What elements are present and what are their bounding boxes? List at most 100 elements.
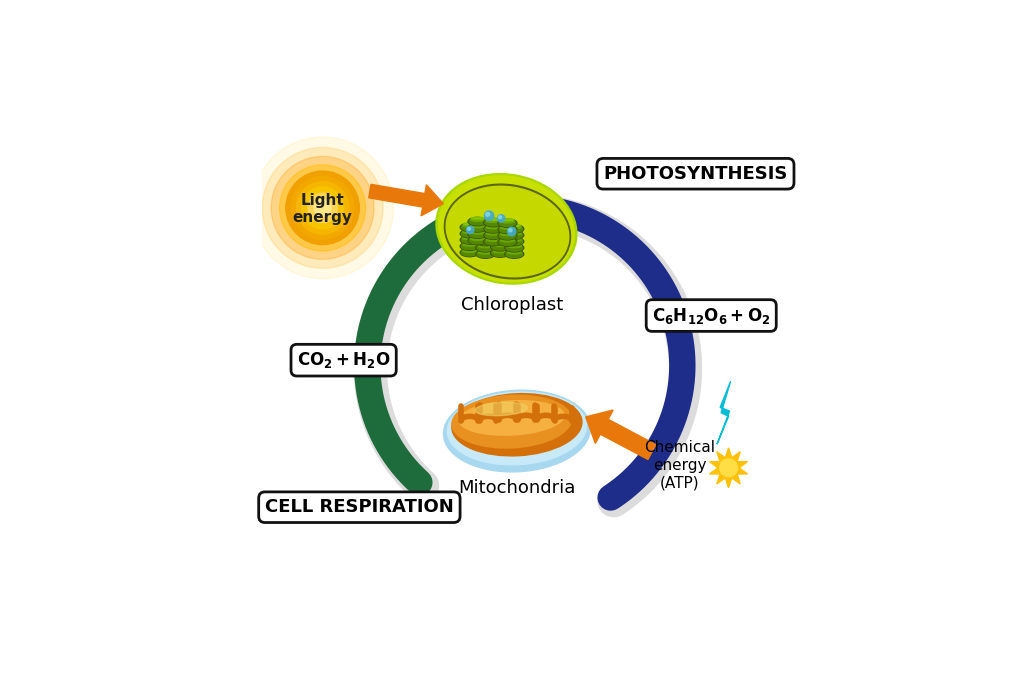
Ellipse shape (479, 243, 492, 246)
Text: CELL RESPIRATION: CELL RESPIRATION (265, 499, 454, 516)
Circle shape (280, 165, 366, 251)
Ellipse shape (508, 251, 521, 254)
Ellipse shape (494, 243, 507, 247)
Ellipse shape (463, 248, 476, 250)
Ellipse shape (479, 250, 492, 252)
Circle shape (286, 171, 359, 245)
Circle shape (252, 137, 393, 279)
Ellipse shape (485, 226, 502, 233)
Circle shape (291, 177, 354, 239)
Ellipse shape (471, 237, 484, 240)
Ellipse shape (506, 251, 522, 258)
Ellipse shape (501, 219, 514, 221)
Ellipse shape (487, 224, 500, 226)
Ellipse shape (508, 232, 521, 235)
Ellipse shape (469, 231, 486, 237)
Ellipse shape (483, 218, 503, 227)
Ellipse shape (460, 236, 479, 244)
Ellipse shape (501, 225, 514, 227)
Ellipse shape (436, 174, 577, 284)
Ellipse shape (469, 237, 486, 244)
Ellipse shape (476, 224, 495, 233)
Circle shape (499, 216, 502, 219)
Text: Light
energy: Light energy (293, 193, 352, 225)
Ellipse shape (508, 237, 520, 239)
Ellipse shape (494, 236, 507, 238)
Ellipse shape (476, 250, 495, 258)
Ellipse shape (452, 395, 571, 448)
Circle shape (485, 212, 489, 216)
Ellipse shape (486, 226, 500, 228)
Ellipse shape (494, 250, 507, 253)
Ellipse shape (477, 232, 494, 239)
Ellipse shape (443, 390, 591, 472)
Ellipse shape (508, 238, 521, 241)
Ellipse shape (483, 224, 503, 233)
Ellipse shape (501, 239, 514, 242)
Ellipse shape (469, 224, 486, 231)
Ellipse shape (487, 237, 500, 239)
Ellipse shape (461, 231, 478, 237)
Ellipse shape (463, 243, 476, 246)
Text: PHOTOSYNTHESIS: PHOTOSYNTHESIS (603, 165, 787, 183)
Circle shape (296, 181, 349, 234)
Circle shape (509, 228, 512, 232)
Text: Chemical
energy
(ATP): Chemical energy (ATP) (644, 441, 715, 490)
Ellipse shape (498, 238, 517, 246)
Ellipse shape (508, 226, 521, 228)
Ellipse shape (485, 232, 502, 239)
Text: Mitochondria: Mitochondria (458, 479, 575, 496)
Circle shape (468, 227, 471, 231)
Ellipse shape (476, 231, 495, 239)
Ellipse shape (494, 224, 507, 228)
Ellipse shape (463, 229, 476, 231)
Ellipse shape (499, 239, 516, 246)
Ellipse shape (478, 226, 493, 228)
Ellipse shape (508, 231, 520, 233)
Ellipse shape (463, 249, 476, 252)
Ellipse shape (506, 226, 522, 233)
Ellipse shape (506, 232, 522, 239)
Ellipse shape (486, 238, 500, 241)
Ellipse shape (486, 220, 500, 222)
Ellipse shape (461, 243, 478, 250)
Ellipse shape (468, 224, 487, 232)
Ellipse shape (501, 237, 514, 239)
Polygon shape (710, 448, 748, 488)
Ellipse shape (492, 224, 509, 231)
Ellipse shape (499, 220, 516, 226)
Ellipse shape (478, 232, 493, 235)
Ellipse shape (490, 224, 510, 232)
Ellipse shape (508, 245, 521, 248)
Ellipse shape (490, 236, 510, 245)
Ellipse shape (471, 224, 483, 226)
Ellipse shape (477, 251, 494, 258)
Ellipse shape (468, 236, 487, 245)
Ellipse shape (469, 218, 486, 225)
Ellipse shape (463, 223, 476, 225)
Ellipse shape (499, 233, 516, 239)
Ellipse shape (485, 219, 502, 226)
Ellipse shape (490, 243, 510, 251)
Ellipse shape (476, 237, 495, 246)
Ellipse shape (494, 230, 507, 232)
Ellipse shape (463, 231, 476, 233)
Ellipse shape (468, 230, 487, 238)
Ellipse shape (505, 237, 523, 246)
Ellipse shape (494, 224, 507, 226)
Ellipse shape (452, 394, 582, 456)
Circle shape (720, 459, 737, 477)
Ellipse shape (485, 238, 502, 245)
Ellipse shape (501, 233, 514, 235)
Ellipse shape (471, 224, 484, 228)
Ellipse shape (494, 237, 507, 240)
Ellipse shape (471, 230, 483, 232)
Text: Chloroplast: Chloroplast (461, 296, 563, 314)
Ellipse shape (492, 231, 509, 237)
Ellipse shape (460, 223, 479, 231)
Circle shape (308, 193, 337, 222)
Ellipse shape (471, 236, 483, 238)
Ellipse shape (494, 249, 507, 251)
Ellipse shape (477, 226, 494, 233)
Ellipse shape (505, 250, 523, 258)
